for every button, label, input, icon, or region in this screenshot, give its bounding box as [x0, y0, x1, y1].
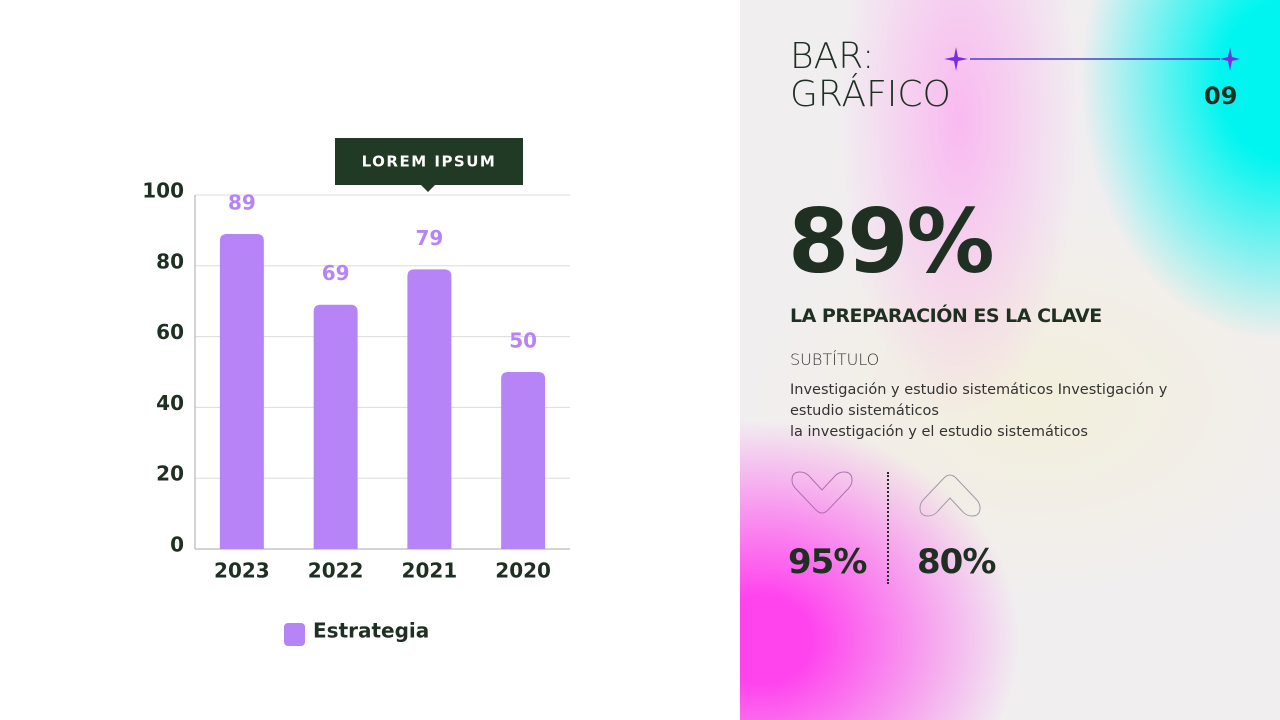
- title-line: BAR:: [790, 36, 875, 77]
- bar: [407, 269, 452, 549]
- title-line: GRÁFICO: [790, 74, 951, 115]
- bar: [501, 372, 546, 549]
- value-label: 69: [322, 261, 350, 285]
- y-tick-label: 40: [156, 391, 184, 415]
- bar: [219, 233, 264, 549]
- divider: [887, 472, 889, 584]
- body: Investigación y estudio sistemáticos Inv…: [790, 380, 1167, 443]
- y-tick-label: 0: [170, 533, 184, 557]
- subtitle: SUBTÍTULO: [790, 350, 880, 369]
- y-tick-label: 60: [156, 320, 184, 344]
- x-tick-label: 2022: [308, 559, 364, 583]
- value-label: 50: [509, 329, 537, 353]
- annotation-box: [335, 138, 523, 185]
- chart: 0 20 40 60 80 100 2023 2022 2021 2020 89 69 79 50 Estr…: [142, 138, 570, 646]
- x-tick-label: 2020: [495, 559, 551, 583]
- bar: [313, 304, 358, 549]
- annotation-pointer: [421, 185, 435, 192]
- value-label: 89: [228, 190, 256, 214]
- y-tick-label: 100: [142, 179, 184, 203]
- info-panel: BAR: GRÁFICO 09 89% LA PREPARACIÓN ES LA…: [740, 0, 1280, 720]
- stat-figure: 95%: [788, 542, 867, 582]
- title: BAR: GRÁFICO: [790, 38, 951, 114]
- y-tick-label: 80: [156, 249, 184, 273]
- stat-figure: 80%: [917, 542, 996, 582]
- value-label: 79: [415, 226, 443, 250]
- icon-down: [791, 471, 853, 514]
- icon-up: [919, 474, 981, 517]
- body-line: estudio sistemáticos: [790, 403, 939, 419]
- big-figure: 89%: [788, 190, 995, 293]
- annotation: LOREM IPSUM: [362, 153, 497, 171]
- body-line: la investigación y el estudio sistemátic…: [790, 424, 1088, 440]
- heading: LA PREPARACIÓN ES LA CLAVE: [790, 305, 1102, 327]
- legend-label: Estrategia: [313, 619, 429, 643]
- y-tick-label: 20: [156, 462, 184, 486]
- legend-swatch: [284, 623, 305, 646]
- decor-line: [944, 47, 1240, 71]
- x-tick-label: 2021: [402, 559, 458, 583]
- page-number: 09: [1204, 82, 1238, 110]
- body-line: Investigación y estudio sistemáticos Inv…: [790, 382, 1168, 398]
- x-tick-label: 2023: [214, 559, 270, 583]
